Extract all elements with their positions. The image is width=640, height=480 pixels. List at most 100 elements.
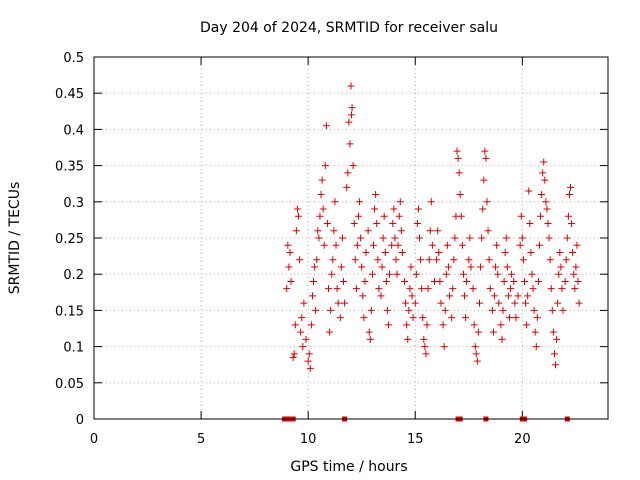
data-point bbox=[356, 198, 364, 206]
data-point bbox=[552, 361, 560, 369]
data-point bbox=[352, 285, 360, 293]
data-point bbox=[290, 350, 298, 358]
data-point bbox=[553, 335, 561, 343]
data-point bbox=[450, 256, 458, 264]
data-point bbox=[423, 321, 431, 329]
data-point bbox=[398, 248, 406, 256]
data-point bbox=[466, 234, 474, 242]
data-point bbox=[534, 277, 542, 285]
data-point bbox=[341, 299, 349, 307]
data-point bbox=[375, 285, 383, 293]
data-point bbox=[322, 122, 330, 130]
data-point bbox=[373, 220, 381, 228]
data-point bbox=[523, 321, 531, 329]
data-point bbox=[291, 321, 299, 329]
data-point bbox=[520, 277, 528, 285]
data-point bbox=[488, 306, 496, 314]
data-point bbox=[504, 292, 512, 300]
data-point bbox=[427, 198, 435, 206]
data-point bbox=[314, 227, 322, 235]
data-point bbox=[508, 270, 516, 278]
data-point bbox=[455, 169, 463, 177]
data-point bbox=[554, 299, 562, 307]
y-tick-label: 0.3 bbox=[63, 196, 84, 211]
data-point bbox=[377, 292, 385, 300]
data-point bbox=[287, 277, 295, 285]
data-point bbox=[575, 299, 583, 307]
data-point bbox=[453, 147, 461, 155]
y-tick-label: 0.25 bbox=[55, 232, 84, 247]
data-point bbox=[538, 191, 546, 199]
data-point bbox=[482, 154, 490, 162]
data-point bbox=[562, 256, 570, 264]
data-point bbox=[434, 227, 442, 235]
data-point bbox=[328, 270, 336, 278]
data-point bbox=[483, 198, 491, 206]
data-point bbox=[390, 205, 398, 213]
data-point bbox=[503, 263, 511, 271]
data-point bbox=[362, 248, 370, 256]
data-point bbox=[449, 285, 457, 293]
data-point bbox=[307, 321, 315, 329]
data-point bbox=[351, 256, 359, 264]
data-point bbox=[525, 187, 533, 195]
data-point bbox=[528, 270, 536, 278]
data-point bbox=[338, 234, 346, 242]
data-point bbox=[311, 263, 319, 271]
data-point bbox=[331, 198, 339, 206]
data-point bbox=[546, 256, 554, 264]
data-points bbox=[283, 82, 583, 372]
data-point bbox=[537, 212, 545, 220]
data-point bbox=[518, 234, 526, 242]
y-tick-label: 0.5 bbox=[63, 51, 84, 66]
data-point bbox=[440, 343, 448, 351]
x-axis-label: GPS time / hours bbox=[290, 459, 407, 475]
data-point bbox=[354, 212, 362, 220]
data-point bbox=[417, 256, 425, 264]
y-tick-label: 0.35 bbox=[55, 160, 84, 175]
data-point bbox=[512, 314, 520, 322]
data-point bbox=[478, 234, 486, 242]
data-point bbox=[500, 277, 508, 285]
data-point bbox=[409, 314, 417, 322]
data-point bbox=[456, 191, 464, 199]
data-point bbox=[424, 285, 432, 293]
data-point bbox=[283, 285, 291, 293]
data-point bbox=[544, 220, 552, 228]
data-point bbox=[517, 212, 525, 220]
data-point bbox=[378, 263, 386, 271]
data-point bbox=[532, 343, 540, 351]
data-point bbox=[573, 241, 581, 249]
data-point bbox=[479, 205, 487, 213]
y-tick-label: 0.1 bbox=[63, 341, 84, 356]
data-point bbox=[527, 248, 535, 256]
data-point bbox=[457, 212, 465, 220]
data-point bbox=[535, 241, 543, 249]
data-point bbox=[392, 256, 400, 264]
data-point bbox=[323, 220, 331, 228]
data-point bbox=[286, 248, 294, 256]
x-tick-label: 10 bbox=[300, 432, 317, 447]
data-point bbox=[340, 277, 348, 285]
data-point bbox=[384, 321, 392, 329]
data-point bbox=[360, 314, 368, 322]
data-point bbox=[422, 350, 430, 358]
chart-title: Day 204 of 2024, SRMTID for receiver sal… bbox=[200, 20, 498, 36]
data-point bbox=[353, 241, 361, 249]
data-point bbox=[425, 256, 433, 264]
data-point bbox=[458, 241, 466, 249]
y-tick-label: 0 bbox=[76, 413, 84, 428]
data-point bbox=[350, 220, 358, 228]
x-tick-label: 20 bbox=[514, 432, 531, 447]
data-point bbox=[472, 350, 480, 358]
data-point bbox=[289, 353, 297, 361]
data-point bbox=[407, 263, 415, 271]
data-point bbox=[327, 306, 335, 314]
data-point bbox=[302, 335, 310, 343]
data-point bbox=[454, 154, 462, 162]
data-point bbox=[334, 299, 342, 307]
data-point bbox=[545, 234, 553, 242]
data-point bbox=[386, 270, 394, 278]
data-point bbox=[442, 270, 450, 278]
data-point bbox=[559, 306, 567, 314]
